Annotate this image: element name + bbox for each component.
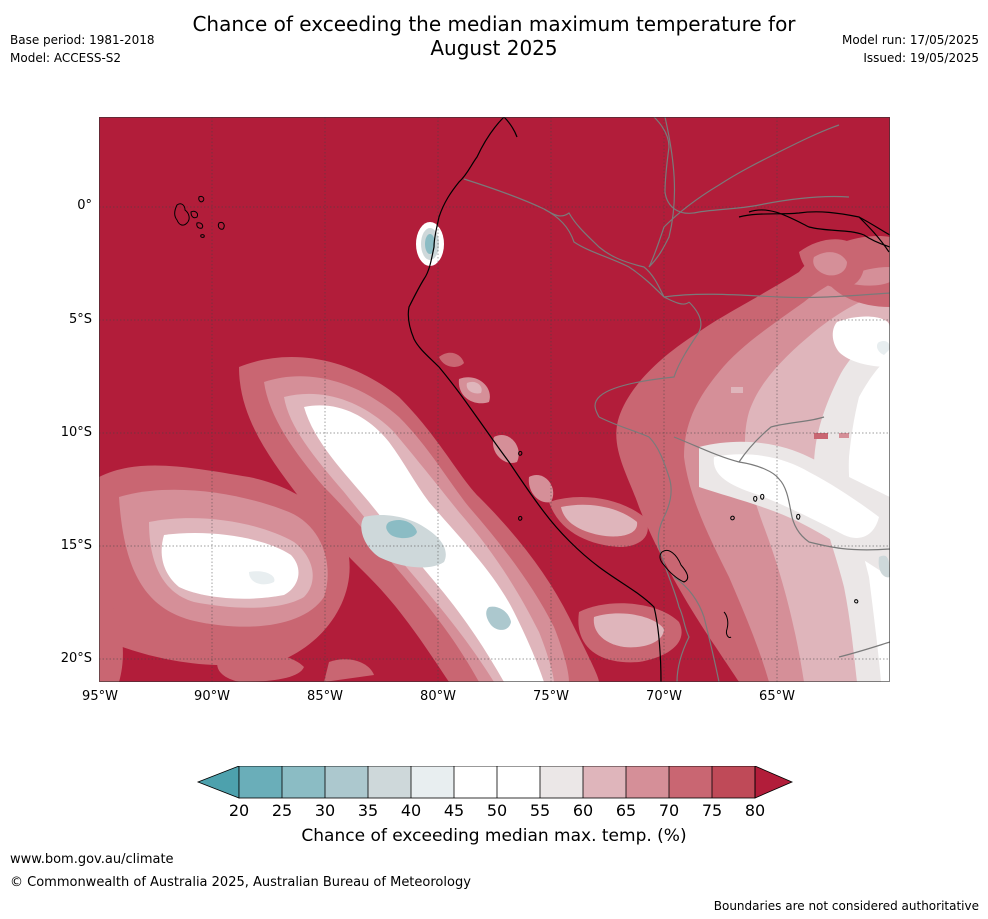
coastline	[407, 117, 890, 682]
contour-peru-coast	[439, 352, 648, 547]
colorbar-bin-40-45	[411, 766, 454, 798]
colorbar-bin-45-50	[454, 766, 497, 798]
issued-date: Issued: 19/05/2025	[863, 51, 979, 65]
lat-label-5s: 5°S	[68, 312, 92, 327]
colorbar-bin-55-60	[540, 766, 583, 798]
colorbar-bin-50-55	[497, 766, 540, 798]
probability-map	[99, 117, 890, 682]
lon-label-90w: 90°W	[194, 689, 230, 704]
contour-diagonal-band	[239, 357, 599, 682]
meta-right: Model run: 17/05/2025 Issued: 19/05/2025	[842, 31, 979, 67]
colorbar-tick-40: 40	[400, 801, 422, 820]
lon-label-80w: 80°W	[420, 689, 456, 704]
lon-label-95w: 95°W	[82, 689, 118, 704]
contour-northeast	[799, 239, 890, 307]
lon-label-65w: 65°W	[759, 689, 795, 704]
colorbar-tick-65: 65	[615, 801, 637, 820]
colorbar-bin-60-65	[583, 766, 626, 798]
colorbar-high-arrow	[754, 766, 794, 799]
colorbar-bin-25-30	[282, 766, 325, 798]
colorbar-tick-50: 50	[486, 801, 508, 820]
colorbar-tick-80: 80	[744, 801, 766, 820]
colorbar-low-arrow	[196, 766, 240, 799]
lat-label-10s: 10°S	[60, 425, 92, 440]
contour-west-blob	[99, 465, 350, 666]
colorbar-tick-30: 30	[314, 801, 336, 820]
model-name: Model: ACCESS-S2	[10, 51, 122, 65]
lon-label-75w: 75°W	[533, 689, 569, 704]
graticule	[99, 117, 890, 682]
lon-label-70w: 70°W	[646, 689, 682, 704]
title-line-2: August 2025	[430, 36, 558, 60]
country-borders	[463, 117, 890, 682]
colorbar-tick-35: 35	[357, 801, 379, 820]
colorbar-tick-45: 45	[443, 801, 465, 820]
lake-titicaca	[659, 550, 689, 583]
model-run: Model run: 17/05/2025	[841, 33, 979, 47]
colorbar-bin-30-35	[325, 766, 368, 798]
colorbar-tick-60: 60	[572, 801, 594, 820]
colorbar-tick-25: 25	[271, 801, 293, 820]
colorbar-bin-75-80	[712, 766, 755, 798]
colorbar-bin-65-70	[626, 766, 669, 798]
colorbar-tick-55: 55	[529, 801, 551, 820]
lat-label-20s: 20°S	[60, 651, 92, 666]
colorbar-bin-20-25	[239, 766, 282, 798]
contour-far-west	[99, 587, 123, 682]
lat-label-0: 0°	[77, 198, 92, 213]
colorbar	[196, 766, 794, 799]
colorbar-bin-70-75	[669, 766, 712, 798]
colorbar-label: Chance of exceeding median max. temp. (%…	[301, 826, 687, 846]
galapagos-islands	[174, 196, 225, 238]
base-period: Base period: 1981-2018	[10, 33, 155, 47]
title-line-1: Chance of exceeding the median maximum t…	[192, 12, 796, 36]
colorbar-tick-75: 75	[701, 801, 723, 820]
colorbar-tick-20: 20	[228, 801, 250, 820]
map-title: Chance of exceeding the median maximum t…	[0, 12, 988, 60]
lat-label-15s: 15°S	[60, 538, 92, 553]
colorbar-bin-35-40	[368, 766, 411, 798]
footer-note: Boundaries are not considered authoritat…	[713, 899, 979, 913]
contour-ecuador-coast	[416, 222, 444, 266]
colorbar-tick-70: 70	[658, 801, 680, 820]
lon-label-85w: 85°W	[307, 689, 343, 704]
small-lakes	[518, 450, 859, 638]
meta-left: Base period: 1981-2018 Model: ACCESS-S2	[10, 31, 155, 67]
footer-copyright: © Commonwealth of Australia 2025, Austra…	[10, 875, 471, 890]
map-frame	[99, 117, 890, 682]
footer-url[interactable]: www.bom.gov.au/climate	[10, 852, 174, 867]
